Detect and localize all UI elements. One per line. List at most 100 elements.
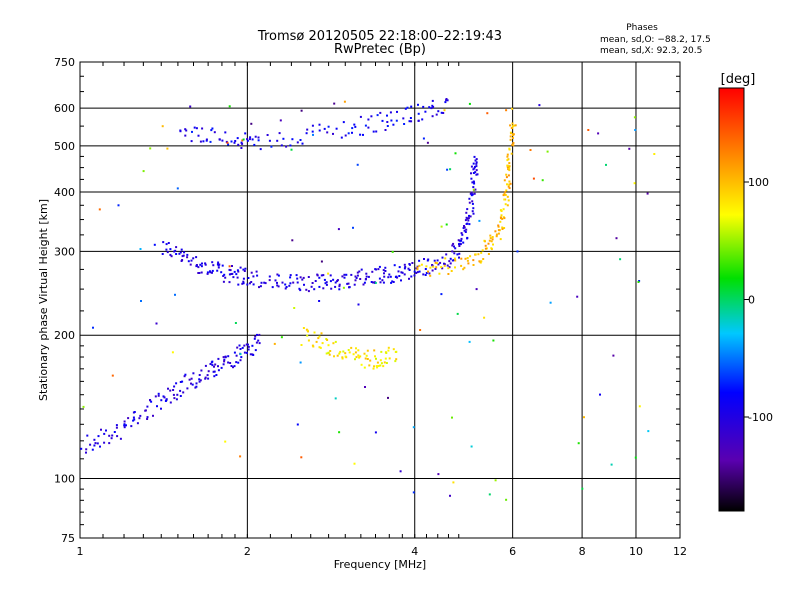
data-point — [495, 233, 498, 236]
data-point — [470, 445, 473, 448]
data-point — [256, 333, 258, 336]
data-point — [365, 272, 368, 275]
data-point — [199, 140, 202, 143]
data-point — [379, 359, 382, 362]
data-point — [239, 348, 242, 350]
data-point — [326, 339, 329, 341]
data-point — [388, 273, 391, 276]
data-point — [119, 437, 122, 440]
data-point — [383, 272, 385, 275]
data-point — [296, 423, 299, 426]
data-point — [391, 250, 394, 253]
data-point — [507, 174, 510, 177]
data-point — [587, 129, 590, 131]
data-point — [235, 354, 238, 357]
data-point — [189, 105, 192, 108]
data-point — [438, 272, 441, 275]
data-point — [363, 366, 366, 369]
data-point — [386, 121, 389, 123]
data-point — [512, 133, 515, 136]
data-point — [335, 127, 338, 130]
data-point — [504, 203, 507, 206]
data-point — [180, 260, 183, 262]
data-point — [244, 132, 247, 135]
data-point — [276, 139, 279, 142]
data-point — [413, 274, 416, 277]
data-point — [437, 263, 440, 266]
data-point — [365, 354, 368, 357]
data-point — [446, 264, 449, 267]
data-point — [577, 442, 580, 445]
data-point — [325, 352, 328, 355]
data-point — [179, 251, 182, 254]
data-point — [179, 381, 182, 383]
data-point — [298, 287, 301, 290]
data-point — [415, 267, 418, 270]
data-point — [252, 275, 255, 278]
data-point — [420, 263, 423, 266]
data-point — [240, 141, 243, 144]
data-point — [327, 272, 330, 275]
data-point — [234, 322, 237, 324]
data-point — [467, 219, 470, 222]
data-point — [227, 355, 230, 358]
data-point — [260, 281, 263, 284]
data-point — [211, 364, 214, 367]
data-point — [235, 273, 238, 276]
data-point — [299, 289, 302, 292]
data-point — [407, 267, 410, 270]
data-point — [318, 300, 321, 302]
data-point — [362, 283, 365, 286]
data-point — [207, 377, 210, 380]
data-point — [480, 251, 483, 254]
data-point — [472, 172, 475, 174]
data-point — [408, 269, 411, 271]
data-point — [428, 272, 431, 275]
data-point — [242, 138, 245, 141]
data-point — [452, 242, 455, 245]
data-point — [170, 255, 173, 258]
data-point — [350, 346, 353, 349]
data-point — [508, 147, 511, 150]
data-point — [468, 340, 471, 343]
data-point — [280, 336, 283, 339]
data-point — [226, 141, 229, 144]
data-point — [354, 125, 357, 128]
data-point — [235, 361, 238, 364]
data-point — [466, 259, 469, 262]
data-point — [255, 270, 258, 273]
data-point — [389, 111, 392, 114]
data-point — [354, 275, 357, 278]
data-point — [444, 257, 447, 260]
data-point — [253, 337, 256, 340]
data-point — [239, 266, 242, 269]
data-point — [647, 430, 650, 433]
data-point — [222, 280, 225, 283]
data-point — [241, 346, 244, 349]
data-point — [370, 115, 373, 118]
data-point — [466, 217, 469, 220]
data-point — [410, 275, 413, 278]
data-point — [213, 370, 216, 373]
data-point — [469, 192, 472, 195]
data-point — [175, 246, 178, 249]
data-point — [78, 443, 80, 445]
data-point — [367, 275, 370, 278]
data-point — [468, 223, 471, 226]
data-point — [198, 272, 201, 274]
data-point — [146, 418, 149, 420]
y-tick-label: 300 — [54, 245, 75, 258]
data-point — [384, 357, 387, 360]
data-point — [205, 138, 208, 141]
data-point — [199, 263, 202, 266]
data-point — [403, 263, 406, 266]
data-point — [472, 264, 475, 266]
data-point — [305, 132, 308, 135]
data-point — [431, 115, 434, 118]
data-point — [288, 284, 291, 287]
data-point — [465, 211, 468, 214]
data-point — [320, 274, 323, 277]
data-point — [358, 356, 361, 359]
data-point — [311, 124, 314, 127]
data-point — [277, 274, 280, 277]
